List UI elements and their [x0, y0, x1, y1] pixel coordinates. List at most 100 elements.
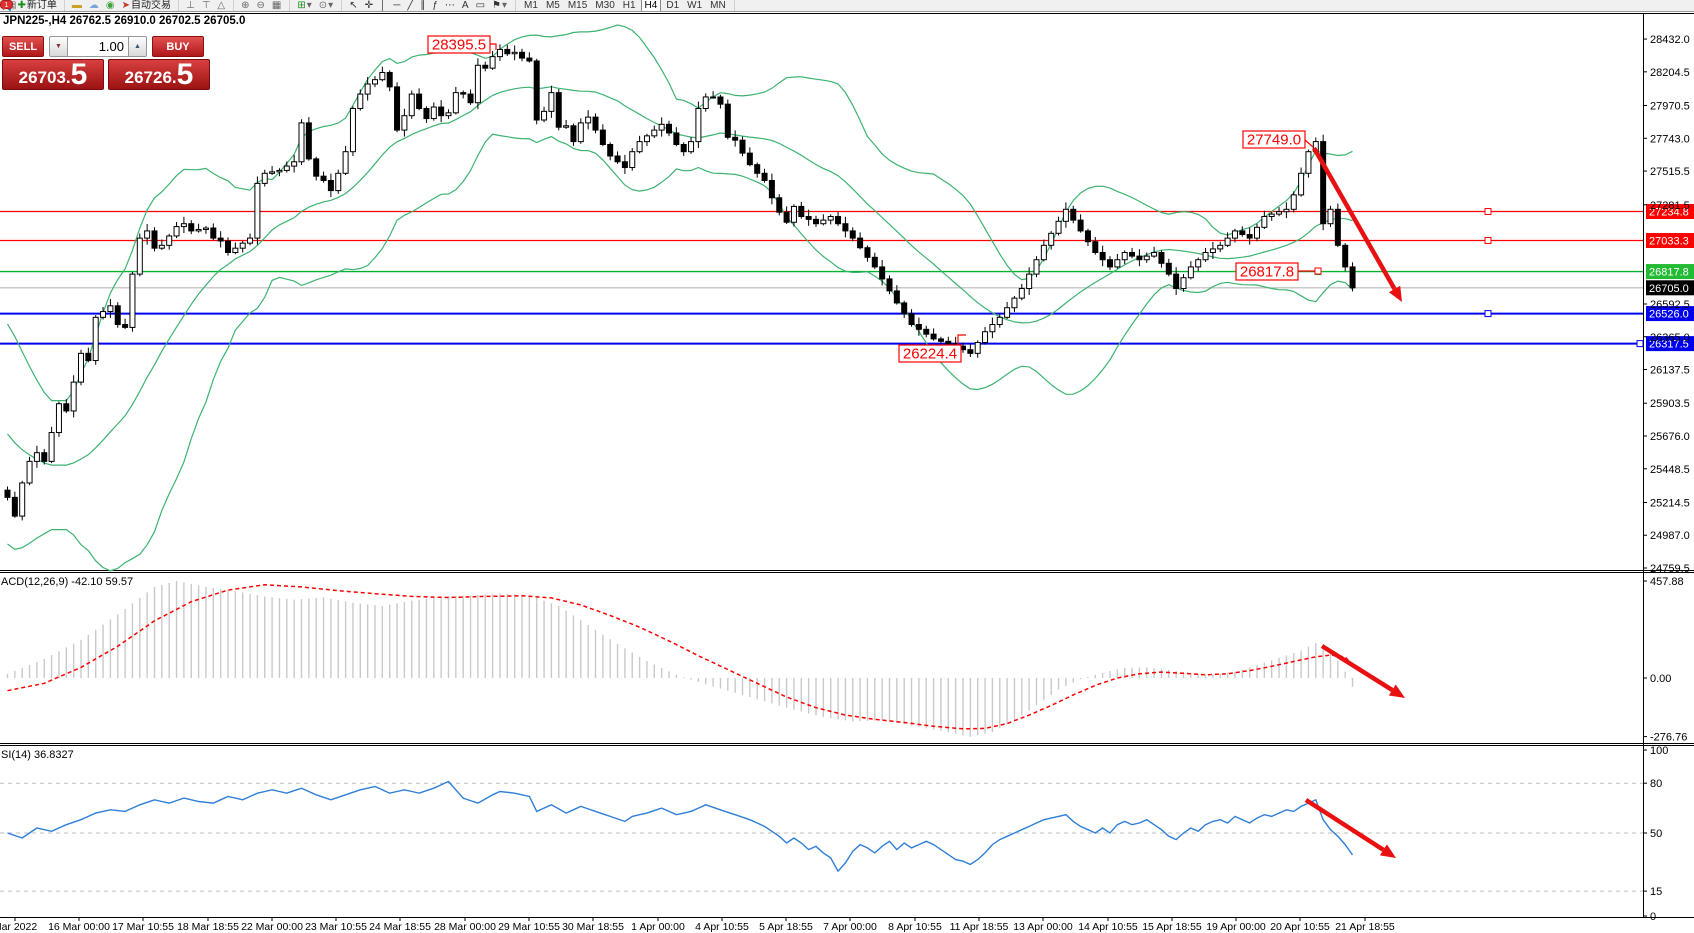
pane-borders: [0, 13, 1694, 918]
svg-text:26526.0: 26526.0: [1649, 309, 1689, 321]
svg-text:17 Mar 10:55: 17 Mar 10:55: [112, 921, 174, 933]
svg-text:26592.5: 26592.5: [1650, 299, 1690, 311]
svg-text:1 Apr 00:00: 1 Apr 00:00: [631, 921, 685, 933]
trendline-icon[interactable]: ╱: [407, 0, 414, 11]
timeframe-m15[interactable]: M15: [567, 0, 588, 11]
annotation-box[interactable]: [898, 344, 962, 363]
price-axis[interactable]: 27234.8 27033.3 26817.8 26705.0 26526.0 26317…: [1643, 34, 1694, 575]
svg-text:26817.8: 26817.8: [1240, 264, 1294, 281]
chart-shift-icon[interactable]: ⊥: [185, 0, 195, 11]
horizontal-level-lines[interactable]: [0, 207, 1644, 348]
arrows-dropdown-icon[interactable]: ⚑ ▾: [492, 0, 508, 11]
period-clock-icon[interactable]: ⊙ ▾: [318, 0, 334, 11]
sell-price-fraction: 5: [70, 58, 88, 91]
buy-price-fraction: 5: [176, 58, 194, 91]
volume-input[interactable]: [68, 36, 128, 57]
svg-text:15: 15: [1650, 886, 1662, 898]
svg-text:8 Apr 10:55: 8 Apr 10:55: [888, 921, 942, 933]
candlesticks: [4, 44, 1356, 521]
timeframe-d1[interactable]: D1: [666, 0, 680, 11]
svg-text:80: 80: [1650, 778, 1662, 790]
timeframe-h1[interactable]: H1: [622, 0, 636, 11]
vertical-line-icon[interactable]: │: [379, 0, 387, 11]
timeframe-m5[interactable]: M5: [545, 0, 560, 11]
new-order-button[interactable]: ▤✚新订单: [7, 0, 57, 11]
annotation-box[interactable]: [1242, 130, 1306, 149]
bollinger-bands: [6, 24, 1353, 572]
svg-text:28204.5: 28204.5: [1650, 67, 1690, 79]
timeframe-m1[interactable]: M1: [524, 0, 538, 11]
chart-title: JPN225-,H4 26762.5 26910.0 26702.5 26705…: [3, 15, 246, 27]
red-arrow[interactable]: [1312, 146, 1397, 291]
svg-text:25903.5: 25903.5: [1650, 398, 1690, 410]
chart-autoscroll-icon[interactable]: ⊤: [201, 0, 211, 11]
sell-price-main: 26703: [18, 68, 66, 87]
sell-price-display[interactable]: 26703. 5: [2, 59, 104, 90]
timeframe-w1[interactable]: W1: [687, 0, 703, 11]
svg-text:0: 0: [1650, 911, 1656, 923]
indicators-add-icon[interactable]: ⊞ ▾: [297, 0, 312, 11]
cursor-icon[interactable]: ↖: [349, 0, 358, 11]
horizontal-line-icon[interactable]: ─: [393, 0, 401, 11]
svg-text:457.88: 457.88: [1650, 576, 1684, 588]
svg-text:25676.0: 25676.0: [1650, 431, 1690, 443]
svg-text:16 Mar 00:00: 16 Mar 00:00: [48, 921, 110, 933]
svg-text:27033.3: 27033.3: [1649, 236, 1689, 248]
svg-text:4 Apr 10:55: 4 Apr 10:55: [695, 921, 749, 933]
timeframe-mn[interactable]: MN: [710, 0, 726, 11]
red-arrow[interactable]: [1320, 644, 1394, 692]
fibonacci-icon[interactable]: ƒ: [432, 0, 438, 11]
svg-text:Mar 2022: Mar 2022: [0, 921, 37, 933]
rsi-pane: 100 80 50 15 0: [0, 745, 1668, 923]
text-icon[interactable]: A: [461, 0, 469, 11]
buy-price-main: 26726: [124, 68, 172, 87]
crosshair-icon[interactable]: ✛: [364, 0, 373, 11]
buy-button[interactable]: BUY: [152, 36, 204, 57]
svg-text:7 Apr 00:00: 7 Apr 00:00: [823, 921, 877, 933]
chart-window[interactable]: 457.88 0.00 -276.76 100 80 50 15 0 27234.8 2703…: [0, 12, 1694, 933]
svg-text:26137.5: 26137.5: [1650, 365, 1690, 377]
macd-pane: 457.88 0.00 -276.76: [6, 576, 1687, 744]
svg-text:24 Mar 18:55: 24 Mar 18:55: [369, 921, 431, 933]
svg-text:27970.5: 27970.5: [1650, 101, 1690, 113]
chart-canvas[interactable]: 457.88 0.00 -276.76 100 80 50 15 0 27234.8 2703…: [0, 12, 1694, 933]
volume-increase-button[interactable]: ▲: [128, 36, 147, 57]
red-arrow[interactable]: [1304, 798, 1385, 852]
zoom-in-icon[interactable]: ⊕: [241, 0, 250, 11]
svg-text:27234.8: 27234.8: [1649, 206, 1689, 218]
price-annotations[interactable]: 28395.5 27749.0 26817.8 26224.4: [427, 35, 1322, 363]
sell-button[interactable]: SELL: [2, 36, 44, 57]
svg-text:28395.5: 28395.5: [432, 37, 486, 54]
expansion-icon[interactable]: ⋯: [444, 0, 455, 11]
zoom-out-icon[interactable]: ⊖: [256, 0, 265, 11]
gold-icon[interactable]: ▬: [71, 0, 82, 11]
svg-text:15 Apr 18:55: 15 Apr 18:55: [1142, 921, 1202, 933]
svg-text:13 Apr 00:00: 13 Apr 00:00: [1013, 921, 1073, 933]
tile-windows-icon[interactable]: ▦: [271, 0, 282, 11]
svg-text:11 Apr 18:55: 11 Apr 18:55: [950, 921, 1009, 933]
volume-decrease-button[interactable]: ▼: [49, 36, 68, 57]
svg-text:50: 50: [1650, 828, 1662, 840]
label-icon[interactable]: ▭: [475, 0, 486, 11]
cloud-icon[interactable]: ☁: [88, 0, 99, 11]
svg-text:1: 1: [5, 2, 9, 9]
chart-mode-icon[interactable]: △: [217, 0, 226, 11]
timeframe-m30[interactable]: M30: [595, 0, 615, 11]
svg-text:26817.8: 26817.8: [1649, 267, 1689, 279]
svg-text:25214.5: 25214.5: [1650, 497, 1690, 509]
timeframe-h4[interactable]: H4: [640, 0, 662, 11]
signal-icon[interactable]: ◉: [105, 0, 115, 11]
svg-text:24987.0: 24987.0: [1650, 530, 1690, 542]
svg-text:28 Mar 00:00: 28 Mar 00:00: [434, 921, 496, 933]
rsi-indicator-label: SI(14) 36.8327: [1, 749, 74, 761]
svg-text:29 Mar 10:55: 29 Mar 10:55: [498, 921, 560, 933]
svg-text:26365.0: 26365.0: [1650, 332, 1690, 344]
channel-icon[interactable]: ∥: [420, 0, 426, 11]
svg-text:26705.0: 26705.0: [1649, 283, 1689, 295]
trend-arrows[interactable]: [1304, 146, 1405, 858]
svg-text:22 Mar 00:00: 22 Mar 00:00: [241, 921, 303, 933]
buy-price-display[interactable]: 26726. 5: [108, 59, 210, 90]
autotrade-button[interactable]: ➤ 自动交易: [121, 0, 171, 11]
